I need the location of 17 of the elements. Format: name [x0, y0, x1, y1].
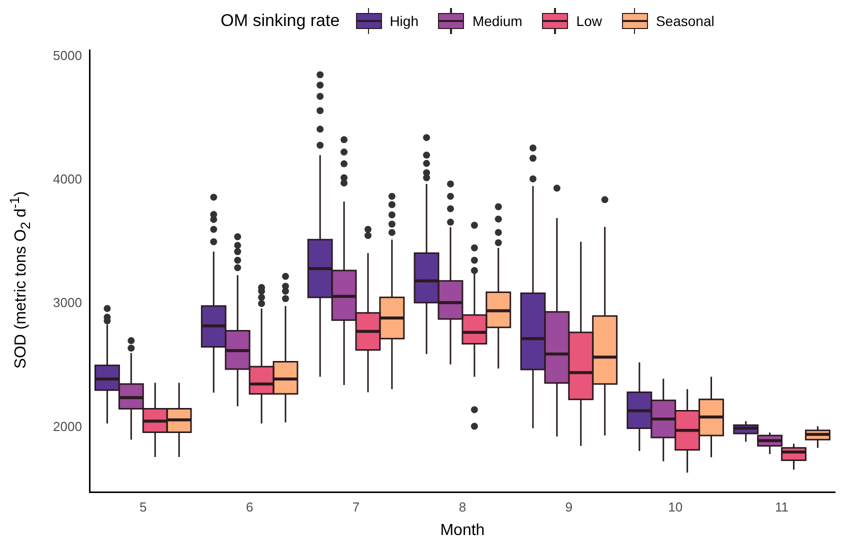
- x-tick-label: 11: [775, 500, 789, 515]
- x-tick-label: 8: [458, 500, 466, 515]
- x-tick-label: 7: [352, 500, 360, 515]
- x-tick-label: 5: [140, 500, 147, 515]
- x-tick-label: 10: [668, 500, 683, 515]
- y-tick-label: 5000: [53, 48, 82, 63]
- y-tick-label: 4000: [53, 171, 82, 186]
- y-tick-label: 2000: [53, 418, 82, 434]
- legend-label: Low: [576, 13, 602, 29]
- x-tick-label: 6: [246, 500, 254, 515]
- legend-label: Medium: [472, 13, 522, 29]
- x-axis-title: Month: [440, 522, 485, 539]
- legend-title: OM sinking rate: [220, 11, 340, 31]
- legend-label: High: [390, 13, 418, 29]
- y-tick-label: 3000: [53, 295, 82, 310]
- x-tick-label: 9: [565, 500, 573, 515]
- legend-label: Seasonal: [656, 13, 714, 29]
